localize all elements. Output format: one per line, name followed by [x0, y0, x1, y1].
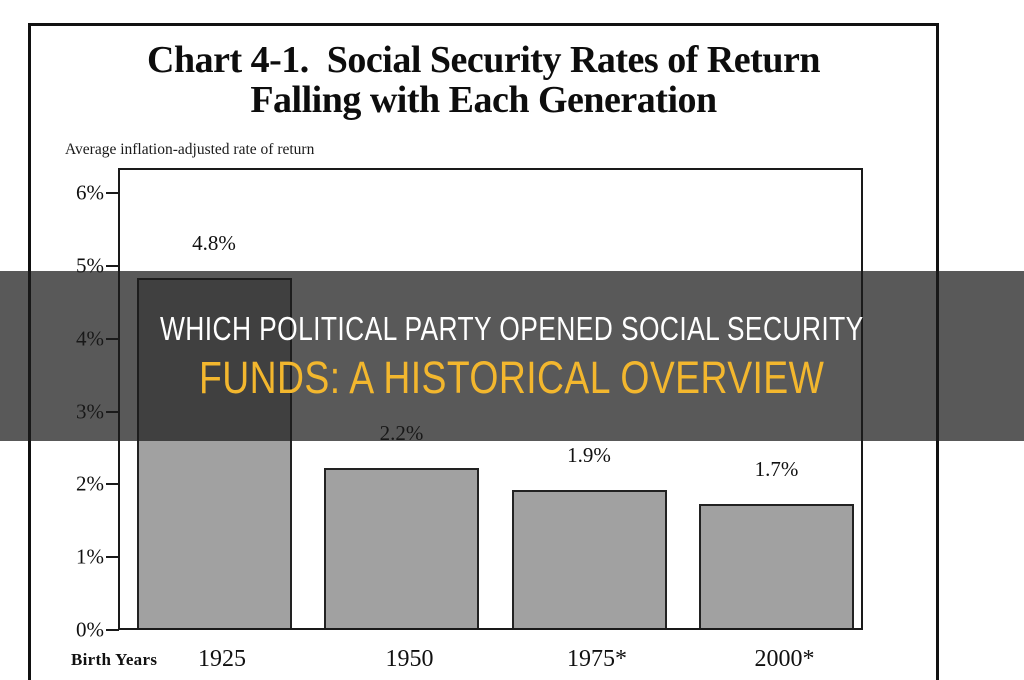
y-tick-mark-0 [106, 629, 119, 631]
y-tick-label-0: 0% [76, 617, 104, 642]
y-tick-mark-2 [106, 483, 119, 486]
y-axis-note: Average inflation-adjusted rate of retur… [65, 141, 315, 158]
headline-line2: FUNDS: A HISTORICAL OVERVIEW [199, 351, 825, 403]
bar-value-label-1975*: 1.9% [567, 442, 611, 467]
y-tick-mark-6 [106, 192, 119, 195]
y-tick-mark-1 [106, 556, 119, 559]
chart-title-line1: Chart 4-1. Social Security Rates of Retu… [147, 39, 820, 81]
bar-value-label-1925: 4.8% [192, 231, 236, 256]
bar-value-label-2000*: 1.7% [754, 457, 799, 482]
y-tick-mark-5 [106, 264, 119, 267]
headline-line1: WHICH POLITICAL PARTY OPENED SOCIAL SECU… [160, 309, 864, 347]
y-tick-label-1: 1% [76, 544, 104, 569]
headline-overlay-band: WHICH POLITICAL PARTY OPENED SOCIAL SECU… [0, 271, 1024, 441]
x-category-label-1950: 1950 [385, 646, 434, 672]
x-axis-title: Birth Years [71, 650, 158, 669]
x-category-label-1975: 1975* [567, 646, 627, 672]
bar-1950 [324, 467, 479, 628]
x-category-label-2000: 2000* [754, 646, 815, 672]
x-category-label-1925: 1925 [198, 646, 246, 672]
y-tick-label-6: 6% [76, 180, 104, 205]
bar-2000* [699, 504, 854, 628]
chart-title-line2: Falling with Each Generation [250, 79, 717, 121]
bar-1975* [511, 489, 667, 628]
chart-title: Chart 4-1. Social Security Rates of Retu… [31, 40, 936, 120]
y-tick-label-2: 2% [76, 471, 104, 496]
